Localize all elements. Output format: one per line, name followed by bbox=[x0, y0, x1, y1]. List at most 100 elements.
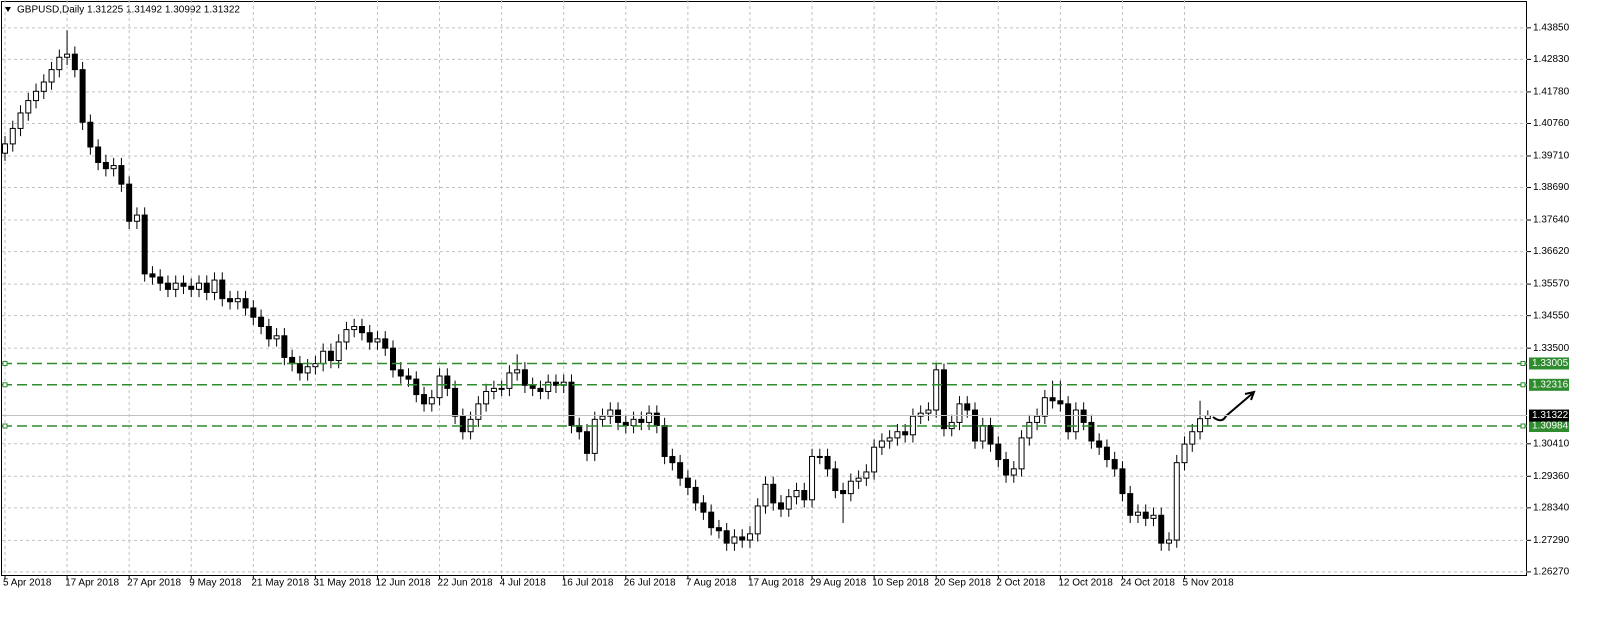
y-tick-label: 1.39710 bbox=[1533, 151, 1570, 162]
candle-body bbox=[436, 375, 443, 399]
y-tick-label: 1.43850 bbox=[1533, 22, 1570, 33]
candle-body bbox=[956, 403, 963, 423]
candle-body bbox=[374, 338, 381, 343]
candle-body bbox=[832, 468, 839, 492]
x-tick-label: 4 Jul 2018 bbox=[500, 578, 547, 589]
candle-body bbox=[141, 214, 148, 275]
candle-body bbox=[1010, 468, 1017, 476]
candle-body bbox=[343, 329, 350, 343]
x-tick-label: 9 May 2018 bbox=[189, 578, 242, 589]
candle-body bbox=[102, 161, 109, 170]
level-anchor bbox=[1520, 360, 1526, 366]
candle-body bbox=[1080, 409, 1087, 423]
y-tick-label: 1.33500 bbox=[1533, 343, 1570, 354]
candle-body bbox=[475, 403, 482, 420]
y-tick-label: 1.28340 bbox=[1533, 502, 1570, 513]
candle-body bbox=[1111, 459, 1118, 470]
candle-body bbox=[995, 443, 1002, 461]
level-label-box bbox=[1529, 357, 1569, 370]
candle-body bbox=[902, 431, 909, 436]
candle-body bbox=[211, 279, 218, 293]
candle-body bbox=[320, 350, 327, 365]
y-tick-label: 1.36620 bbox=[1533, 246, 1570, 257]
candle-body bbox=[622, 421, 629, 427]
candle-body bbox=[661, 425, 668, 457]
y-tick-label: 1.40760 bbox=[1533, 118, 1570, 129]
x-tick-label: 29 Aug 2018 bbox=[810, 578, 867, 589]
candle-body bbox=[886, 437, 893, 442]
x-tick-label: 22 Jun 2018 bbox=[438, 578, 493, 589]
candle-body bbox=[258, 316, 265, 327]
x-tick-label: 7 Aug 2018 bbox=[686, 578, 737, 589]
level-label: 1.30984 bbox=[1532, 421, 1569, 432]
candle-body bbox=[498, 387, 505, 390]
candle-body bbox=[1181, 443, 1188, 464]
candle-body bbox=[2, 143, 8, 154]
candle-body bbox=[126, 183, 133, 222]
candle-body bbox=[684, 477, 691, 488]
level-anchor bbox=[1520, 382, 1526, 388]
candle-body bbox=[405, 375, 412, 380]
x-tick-label: 5 Nov 2018 bbox=[1183, 578, 1235, 589]
y-tick-label: 1.41780 bbox=[1533, 87, 1570, 98]
candle-body bbox=[746, 533, 753, 541]
candle-body bbox=[1166, 539, 1172, 544]
candle-body bbox=[638, 418, 645, 423]
level-anchor bbox=[1520, 423, 1526, 429]
candle-body bbox=[289, 356, 296, 365]
level-label-box bbox=[1529, 420, 1569, 433]
candle-body bbox=[972, 409, 978, 442]
level-anchor bbox=[2, 423, 8, 429]
candle-body bbox=[71, 53, 78, 71]
candle-body bbox=[358, 325, 365, 334]
y-tick-label: 1.42830 bbox=[1533, 54, 1570, 65]
candle-body bbox=[529, 384, 536, 389]
candle-body bbox=[40, 81, 47, 92]
candle-body bbox=[1134, 511, 1141, 516]
plot-frame bbox=[1, 1, 1527, 576]
candle-body bbox=[390, 347, 396, 371]
candle-body bbox=[203, 282, 210, 293]
candle-body bbox=[188, 285, 195, 290]
candle-body bbox=[1026, 421, 1033, 439]
candle-body bbox=[855, 477, 862, 482]
level-anchor bbox=[2, 360, 8, 366]
price-label-box bbox=[1529, 409, 1569, 422]
x-tick-label: 24 Oct 2018 bbox=[1120, 578, 1175, 589]
candle-body bbox=[25, 100, 32, 114]
candle-body bbox=[646, 412, 653, 423]
candle-body bbox=[1150, 514, 1157, 519]
candle-body bbox=[196, 282, 202, 290]
candle-body bbox=[17, 112, 24, 129]
candle-body bbox=[1158, 514, 1165, 544]
level-label: 1.32316 bbox=[1532, 379, 1569, 390]
candle-body bbox=[87, 121, 94, 148]
candle-body bbox=[979, 425, 986, 442]
candle-body bbox=[669, 455, 676, 464]
candle-body bbox=[824, 455, 831, 470]
y-tick-label: 1.27290 bbox=[1533, 535, 1570, 546]
candle-body bbox=[9, 127, 16, 145]
candle-body bbox=[863, 471, 870, 479]
candle-body bbox=[444, 375, 451, 389]
candle-body bbox=[265, 325, 272, 340]
x-tick-label: 12 Jun 2018 bbox=[375, 578, 430, 589]
candle-body bbox=[840, 490, 847, 495]
candle-body bbox=[250, 307, 257, 318]
candle-body bbox=[64, 53, 71, 58]
candle-body bbox=[591, 418, 598, 454]
candle-body bbox=[677, 462, 684, 479]
candle-body bbox=[1088, 421, 1095, 442]
candle-body bbox=[1173, 462, 1180, 541]
candle-body bbox=[568, 381, 575, 427]
candle-body bbox=[428, 397, 435, 405]
candle-body bbox=[514, 369, 521, 374]
candle-body bbox=[48, 69, 55, 83]
x-tick-label: 27 Apr 2018 bbox=[127, 578, 181, 589]
candle-body bbox=[304, 366, 311, 374]
candle-body bbox=[490, 387, 497, 392]
x-tick-label: 2 Oct 2018 bbox=[996, 578, 1045, 589]
candle-body bbox=[847, 480, 854, 495]
